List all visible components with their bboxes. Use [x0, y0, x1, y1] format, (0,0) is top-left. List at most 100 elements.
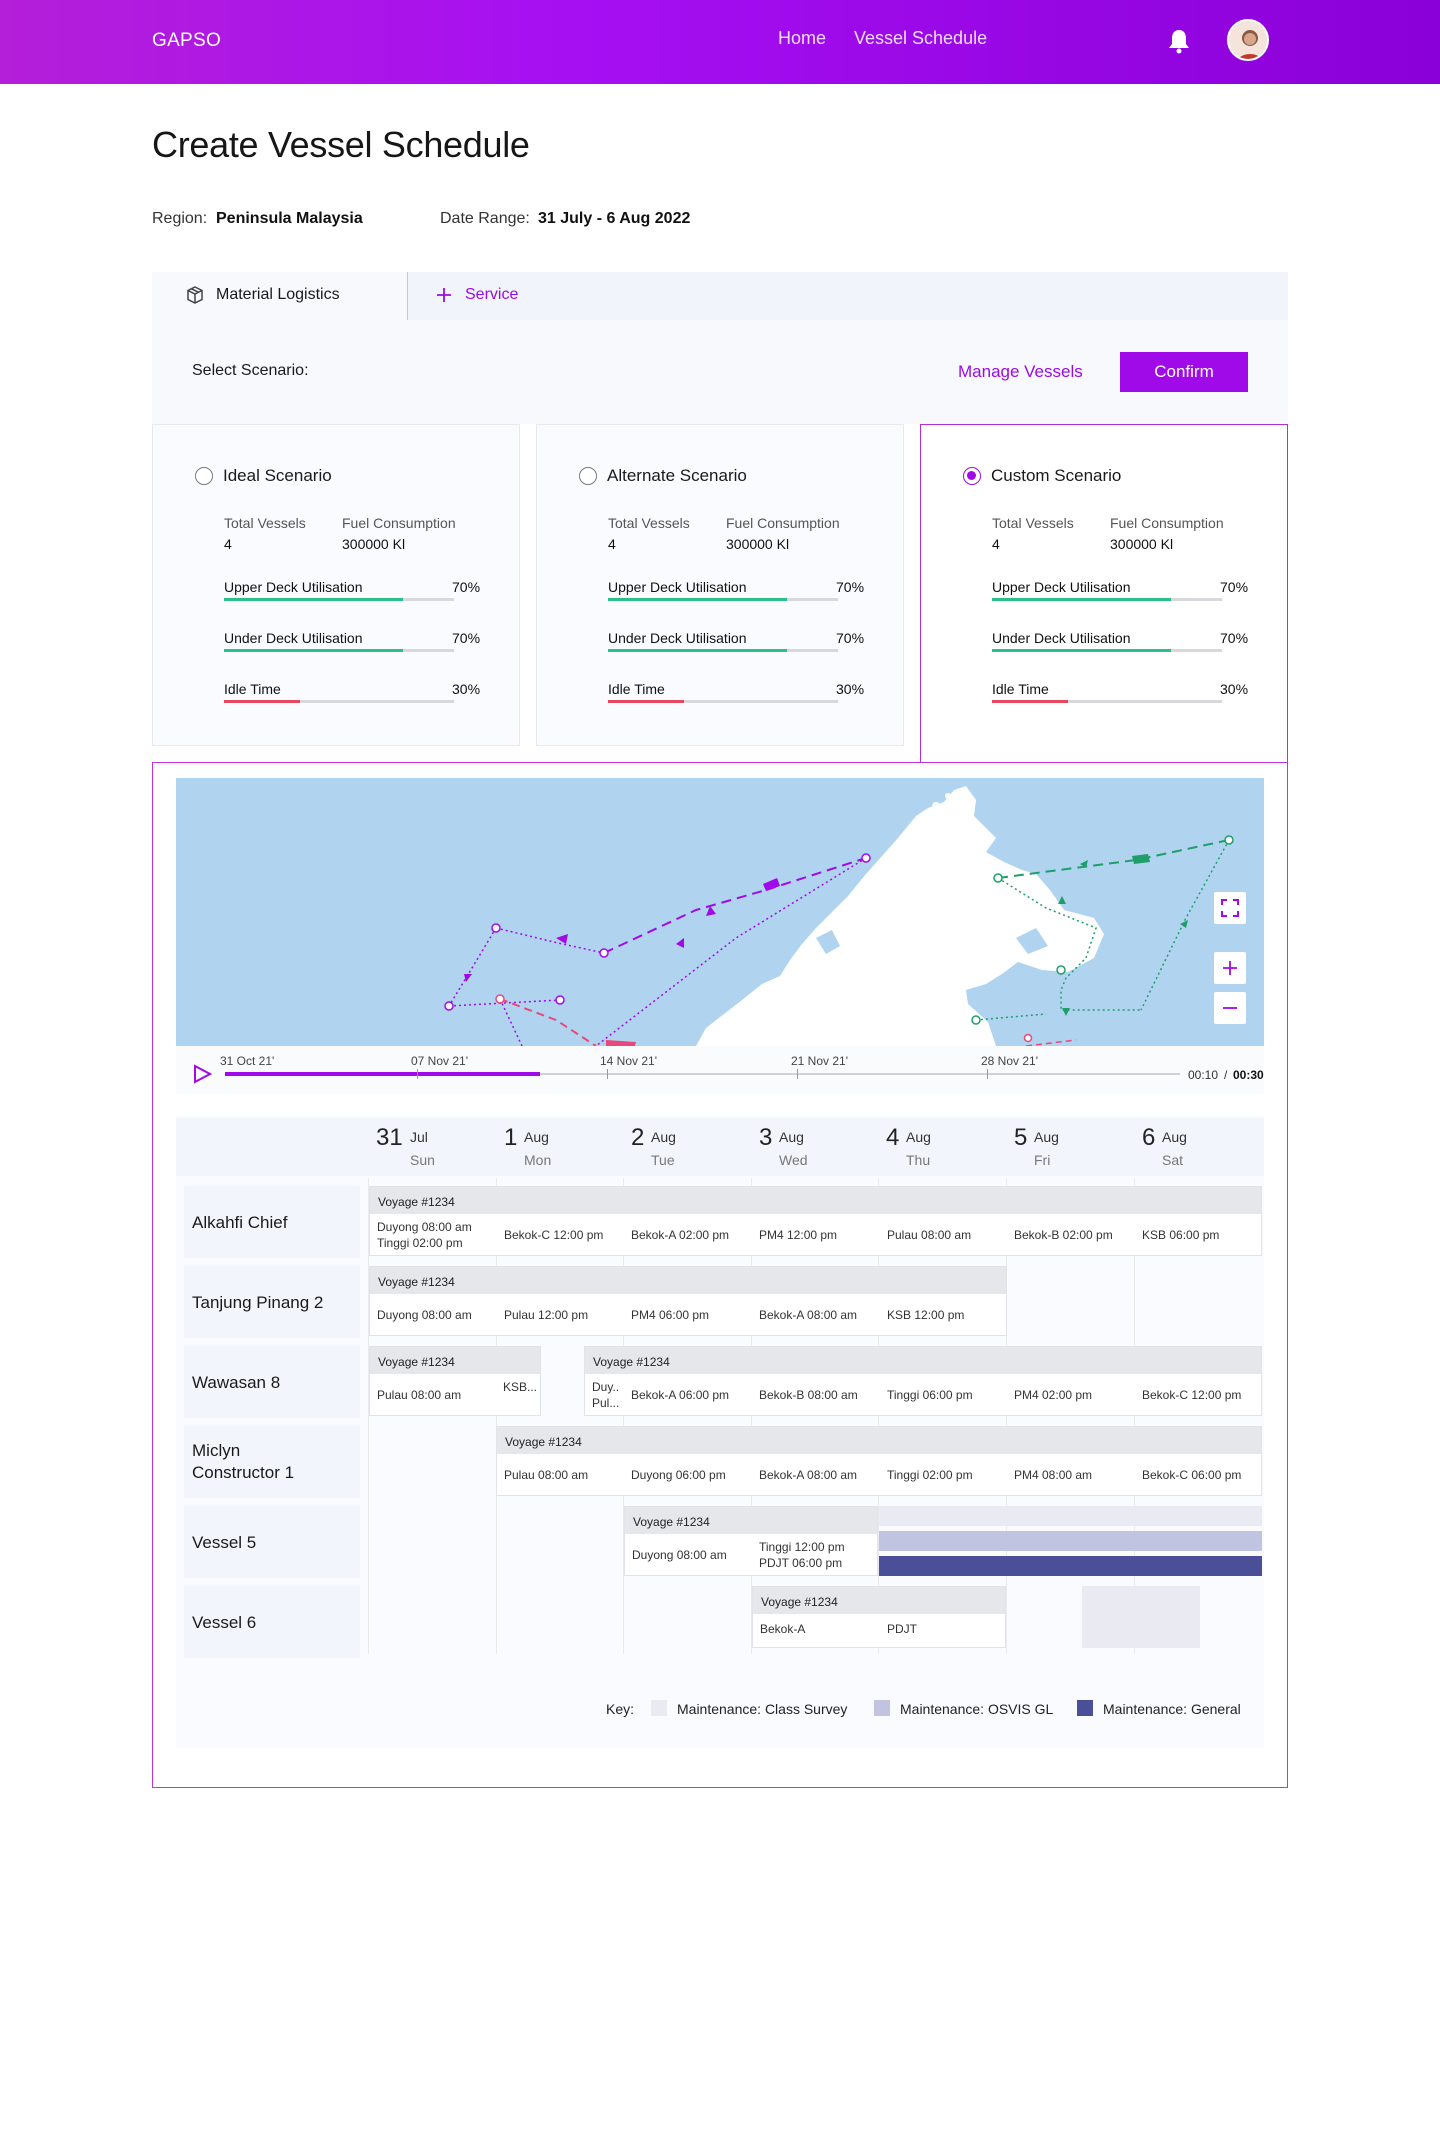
metric-bar: [224, 598, 454, 601]
voyage-block[interactable]: Voyage #1234: [369, 1346, 541, 1416]
total-vessels-value: 4: [224, 536, 232, 552]
stop-cell[interactable]: PM4 02:00 pm: [1014, 1388, 1093, 1402]
stop-cell[interactable]: Bekok-B 08:00 am: [759, 1388, 858, 1402]
vessel-name[interactable]: Wawasan 8: [192, 1373, 281, 1392]
stop-cell[interactable]: Tinggi 06:00 pm: [887, 1388, 973, 1402]
stop-cell[interactable]: Bekok-B 02:00 pm: [1014, 1228, 1113, 1242]
maintenance-osvis-gl[interactable]: [879, 1531, 1262, 1551]
day-number: 31: [376, 1124, 403, 1151]
timeline-player: [176, 1046, 1264, 1094]
maintenance-general[interactable]: [879, 1556, 1262, 1576]
voyage-block[interactable]: Voyage #1234: [752, 1586, 1006, 1648]
stop-cell[interactable]: PDJT: [887, 1622, 917, 1636]
stop-cell[interactable]: PM4 12:00 pm: [759, 1228, 838, 1242]
voyage-block[interactable]: Voyage #1234: [496, 1426, 1262, 1496]
stop-cell[interactable]: Duyong 08:00 am: [632, 1548, 727, 1562]
metric-bar: [608, 598, 838, 601]
stop-cell[interactable]: PDJT 06:00 pm: [759, 1556, 843, 1570]
scenario-card[interactable]: [920, 424, 1288, 762]
stop-cell[interactable]: Bekok-C 12:00 pm: [1142, 1388, 1242, 1402]
stop-cell[interactable]: Tinggi 02:00 pm: [887, 1468, 973, 1482]
metric-label: Idle Time: [608, 681, 665, 697]
page-title: Create Vessel Schedule: [152, 124, 530, 165]
vessel-name[interactable]: Miclyn Constructor 1: [192, 1441, 295, 1482]
day-month: Aug: [1034, 1129, 1059, 1145]
column-divider: [496, 1178, 497, 1654]
metric-label: Idle Time: [224, 681, 281, 697]
stop-cell[interactable]: Duyong 08:00 am: [377, 1220, 472, 1234]
stop-cell[interactable]: Duy..: [592, 1380, 620, 1394]
user-avatar[interactable]: [1227, 19, 1269, 61]
vessel-name[interactable]: Tanjung Pinang 2: [192, 1293, 324, 1312]
fullscreen-icon[interactable]: [1214, 892, 1246, 924]
nav-home[interactable]: Home: [778, 28, 827, 48]
day-month: Aug: [524, 1129, 549, 1145]
date-range-label: Date Range:: [440, 210, 530, 227]
metric-bar-fill: [224, 700, 300, 703]
voyage-block[interactable]: Voyage #1234: [624, 1506, 878, 1576]
play-icon[interactable]: [192, 1064, 212, 1084]
stop-cell[interactable]: Pulau 08:00 am: [887, 1228, 972, 1242]
stop-cell[interactable]: Bekok-A 02:00 pm: [631, 1228, 730, 1242]
stop-cell[interactable]: Bekok-C 12:00 pm: [504, 1228, 604, 1242]
brand-logo[interactable]: GAPSO: [152, 30, 222, 51]
fuel-consumption-value: 300000 Kl: [726, 536, 790, 552]
stop-cell[interactable]: Duyong 08:00 am: [377, 1308, 472, 1322]
fuel-consumption-value: 300000 Kl: [342, 536, 406, 552]
stop-cell[interactable]: KSB 06:00 pm: [1142, 1228, 1220, 1242]
vessel-name[interactable]: Vessel 6: [192, 1613, 257, 1632]
voyage-block[interactable]: Voyage #1234: [369, 1266, 1007, 1336]
confirm-button[interactable]: Confirm: [1120, 352, 1248, 392]
tick: [797, 1069, 798, 1079]
stop-cell[interactable]: Pulau 08:00 am: [377, 1388, 462, 1402]
metric-value: 70%: [836, 630, 865, 646]
stop-cell[interactable]: Bekok-A 06:00 pm: [631, 1388, 730, 1402]
stop-cell[interactable]: Bekok-A: [760, 1622, 806, 1636]
tick: [607, 1069, 608, 1079]
stop-cell[interactable]: Tinggi 12:00 pm: [759, 1540, 845, 1554]
scenario-radio[interactable]: [579, 467, 597, 485]
fuel-consumption-label: Fuel Consumption: [1110, 515, 1224, 531]
scenario-radio[interactable]: [963, 467, 981, 485]
stop-cell[interactable]: Bekok-A 08:00 am: [759, 1308, 858, 1322]
vessel-name[interactable]: Alkahfi Chief: [192, 1213, 288, 1232]
vessel-route-map[interactable]: [176, 778, 1264, 1046]
stop-cell[interactable]: Bekok-A 08:00 am: [759, 1468, 858, 1482]
maintenance-class-survey[interactable]: [879, 1506, 1262, 1526]
package-icon: [187, 286, 203, 304]
manage-vessels-link[interactable]: Manage Vessels: [958, 362, 1083, 381]
zoom-out-icon[interactable]: [1214, 992, 1246, 1024]
stop-cell[interactable]: Bekok-C 06:00 pm: [1142, 1468, 1242, 1482]
stop-cell[interactable]: Duyong 06:00 pm: [631, 1468, 726, 1482]
stop-cell[interactable]: KSB...: [503, 1380, 538, 1394]
stop-cell[interactable]: PM4 08:00 am: [1014, 1468, 1093, 1482]
stop-cell[interactable]: Pulau 12:00 pm: [504, 1308, 589, 1322]
metric-value: 30%: [836, 681, 865, 697]
tab-material-logistics-label: Material Logistics: [216, 286, 340, 303]
timeline-track[interactable]: [225, 1072, 1180, 1076]
voyage-block[interactable]: Voyage #1234: [584, 1346, 1262, 1416]
plus-icon[interactable]: [436, 287, 452, 303]
vessel-name[interactable]: Vessel 5: [192, 1533, 257, 1552]
maintenance-class-survey[interactable]: [1082, 1586, 1200, 1648]
region-label: Region:: [152, 210, 208, 227]
stop-cell[interactable]: Pulau 08:00 am: [504, 1468, 589, 1482]
nav-vessel-schedule[interactable]: Vessel Schedule: [854, 28, 988, 48]
stop-cell[interactable]: PM4 06:00 pm: [631, 1308, 710, 1322]
fuel-consumption-label: Fuel Consumption: [726, 515, 840, 531]
timeline-date: 28 Nov 21': [981, 1054, 1038, 1068]
scenario-radio[interactable]: [195, 467, 213, 485]
zoom-in-icon[interactable]: [1214, 952, 1246, 984]
add-service-tab[interactable]: Service: [465, 286, 519, 303]
stop-cell[interactable]: Tinggi 02:00 pm: [377, 1236, 463, 1250]
total-vessels-value: 4: [992, 536, 1000, 552]
stop-cell[interactable]: KSB 12:00 pm: [887, 1308, 965, 1322]
voyage-block[interactable]: Voyage #1234: [369, 1186, 1262, 1256]
scenario-title: Ideal Scenario: [223, 466, 332, 485]
metric-bar: [992, 700, 1222, 703]
metric-value: 70%: [1220, 630, 1249, 646]
stop-cell[interactable]: Pul...: [592, 1396, 620, 1410]
notification-bell-icon[interactable]: [1166, 27, 1192, 55]
scenario-card[interactable]: [536, 424, 904, 746]
scenario-card[interactable]: [152, 424, 520, 746]
